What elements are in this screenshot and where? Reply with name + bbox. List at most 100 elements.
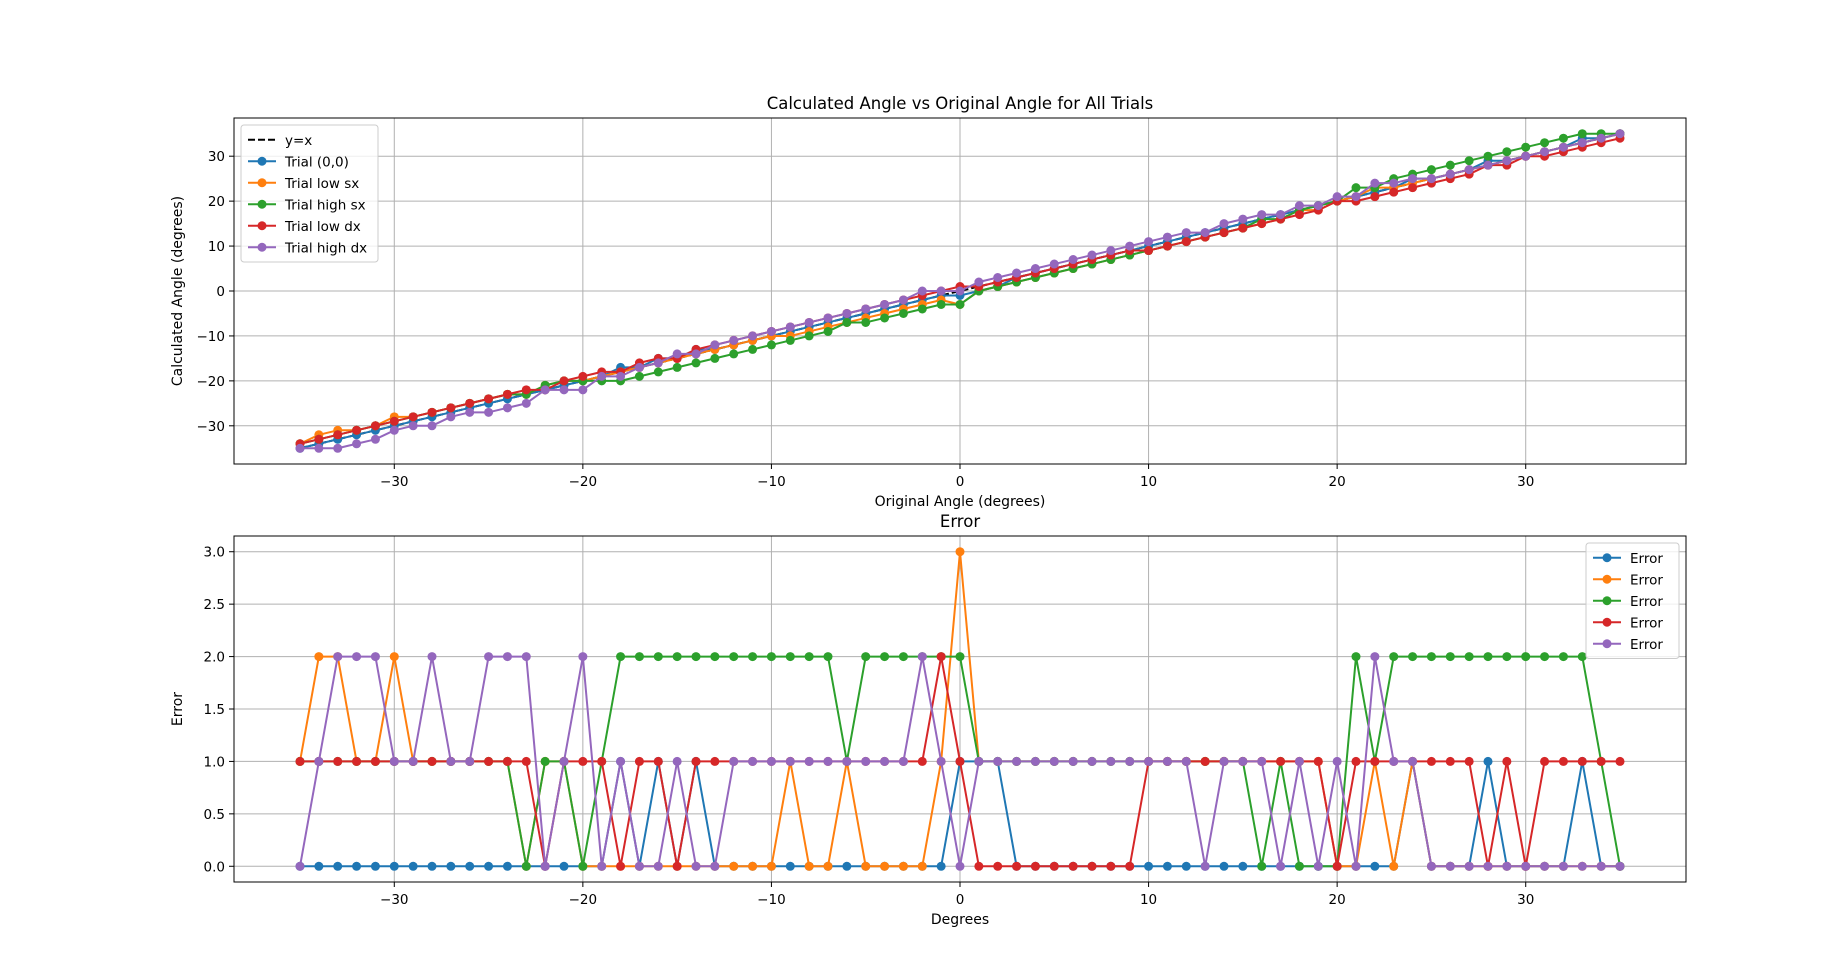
data-point [880, 299, 890, 309]
data-point [446, 756, 456, 766]
data-point [785, 756, 795, 766]
data-point [748, 861, 758, 871]
data-point [1389, 861, 1399, 871]
data-point [1125, 861, 1135, 871]
x-tick-label: 30 [1517, 474, 1534, 490]
data-point [1162, 232, 1172, 242]
data-point [936, 299, 946, 309]
data-point [1464, 156, 1474, 166]
error-chart: −30 −20 −10 0 10 20 30 0.0 0.5 1.0 1.5 2.0 2.5 3.0 Err… [170, 512, 1687, 928]
y-tick-label: 1.5 [204, 702, 225, 718]
legend-marker [1602, 553, 1612, 563]
data-point [1106, 861, 1116, 871]
data-point [1445, 169, 1455, 179]
data-point [691, 861, 701, 871]
data-point [842, 308, 852, 318]
data-point [1502, 861, 1512, 871]
data-point [1540, 756, 1550, 766]
data-point [898, 295, 908, 305]
data-point [936, 652, 946, 662]
data-point [1238, 861, 1248, 871]
data-point [408, 861, 418, 871]
data-point [1558, 756, 1568, 766]
data-point [1200, 756, 1210, 766]
data-point [352, 756, 362, 766]
data-point [1596, 756, 1606, 766]
data-point [1521, 142, 1531, 152]
data-point [314, 434, 324, 444]
data-point [898, 308, 908, 318]
data-point [1049, 259, 1059, 269]
calculated-angle-chart: −30 −20 −10 0 10 20 30 −30 −20 −10 0 10 20 30 Calculat… [170, 94, 1687, 510]
data-point [1313, 201, 1323, 211]
data-point [1351, 756, 1361, 766]
data-point [427, 407, 437, 417]
x-tick-label: 30 [1517, 892, 1534, 908]
data-point [1426, 165, 1436, 175]
data-point [352, 425, 362, 435]
data-point [936, 286, 946, 296]
data-point [1577, 861, 1587, 871]
data-point [484, 652, 494, 662]
y-tick-label: 0 [216, 284, 225, 300]
data-point [766, 652, 776, 662]
data-point [955, 861, 965, 871]
data-point [955, 547, 965, 557]
data-point [427, 652, 437, 662]
data-point [634, 362, 644, 372]
data-point [1426, 652, 1436, 662]
data-point [1313, 861, 1323, 871]
legend-entry: y=x [248, 133, 312, 149]
legend-marker [1602, 617, 1612, 627]
data-point [502, 652, 512, 662]
data-point [1181, 756, 1191, 766]
y-tick-label: 2.5 [204, 597, 225, 613]
data-point [616, 861, 626, 871]
legend-entry: Error [1593, 615, 1663, 631]
data-point [974, 277, 984, 287]
data-point [295, 756, 305, 766]
data-point [465, 861, 475, 871]
data-point [729, 349, 739, 359]
data-point [389, 861, 399, 871]
data-point [1426, 174, 1436, 184]
legend-box [240, 124, 379, 263]
data-point [691, 349, 701, 359]
y-tick-label: −30 [197, 419, 226, 435]
data-point [804, 317, 814, 327]
x-tick-label: 10 [1140, 474, 1157, 490]
y-tick-label: 1.0 [204, 754, 225, 770]
data-point [389, 756, 399, 766]
data-point [729, 861, 739, 871]
data-point [842, 317, 852, 327]
y-tick-label: 20 [208, 194, 225, 210]
data-point [1294, 756, 1304, 766]
data-point [597, 371, 607, 381]
data-point [1426, 861, 1436, 871]
data-point [1502, 652, 1512, 662]
data-point [1125, 756, 1135, 766]
data-point [917, 304, 927, 314]
x-tick-label: −10 [757, 474, 786, 490]
data-point [578, 652, 588, 662]
data-point [1049, 861, 1059, 871]
data-point [1464, 652, 1474, 662]
data-point [1615, 756, 1625, 766]
data-point [1238, 756, 1248, 766]
data-point [804, 756, 814, 766]
data-point [634, 652, 644, 662]
data-point [1162, 861, 1172, 871]
data-point [1426, 756, 1436, 766]
data-point [314, 652, 324, 662]
y-axis-label: Error [170, 692, 186, 726]
legend-marker [1602, 574, 1612, 584]
data-point [955, 286, 965, 296]
legend: y=x Trial (0,0) Trial low sx Trial high sx T… [240, 124, 379, 263]
x-tick-label: 0 [956, 474, 965, 490]
data-point [1294, 201, 1304, 211]
data-point [502, 756, 512, 766]
data-point [1464, 165, 1474, 175]
data-point [1389, 187, 1399, 197]
data-point [1351, 652, 1361, 662]
data-point [1144, 237, 1154, 247]
